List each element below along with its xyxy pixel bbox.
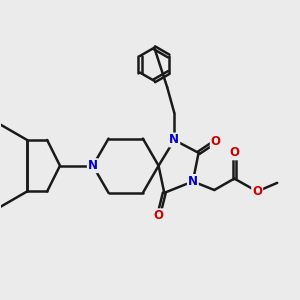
Text: N: N [88, 159, 98, 172]
Text: N: N [188, 175, 198, 188]
Text: N: N [169, 134, 179, 146]
Text: O: O [252, 185, 262, 198]
Text: O: O [211, 135, 221, 148]
Text: O: O [229, 146, 239, 159]
Text: O: O [154, 209, 164, 222]
